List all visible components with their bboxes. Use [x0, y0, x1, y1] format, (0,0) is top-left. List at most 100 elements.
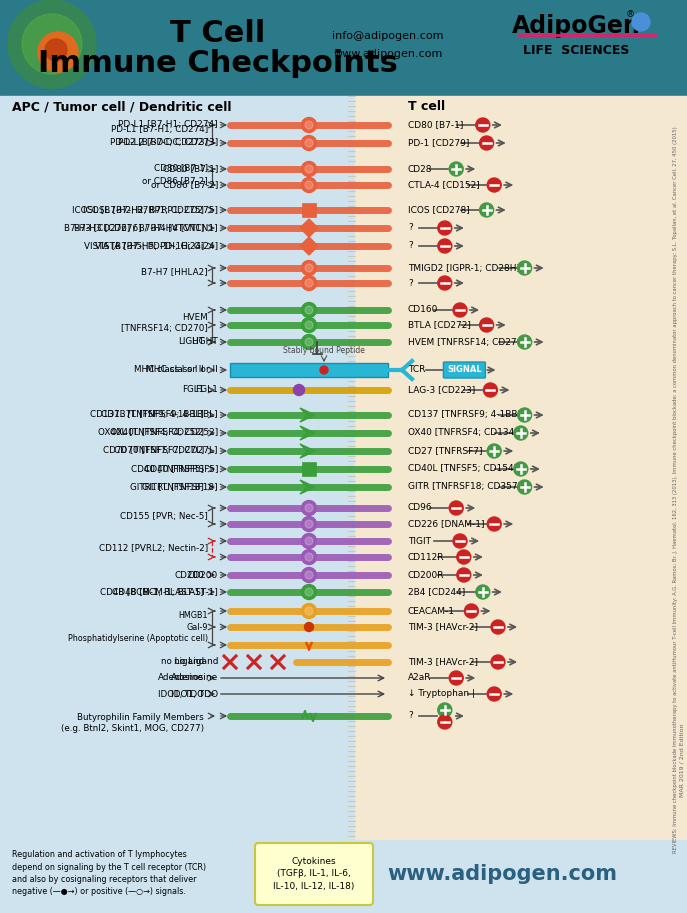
Circle shape: [438, 221, 452, 235]
Text: PD-L2 [B7-DC; CD273]: PD-L2 [B7-DC; CD273]: [117, 139, 218, 148]
Circle shape: [302, 318, 317, 332]
Circle shape: [457, 568, 471, 582]
Text: CEACAM-1: CEACAM-1: [408, 606, 455, 615]
Bar: [0, 0, 687, 88]
Text: CD137 [TNFRSF9; 4-1BB]: CD137 [TNFRSF9; 4-1BB]: [408, 411, 521, 419]
Text: TMIGD2 [IGPR-1; CD28H]: TMIGD2 [IGPR-1; CD28H]: [408, 264, 520, 272]
Circle shape: [302, 135, 317, 151]
Circle shape: [517, 408, 532, 422]
Circle shape: [38, 32, 78, 72]
Circle shape: [293, 384, 304, 395]
Text: ICOSL [B7-H2; B7RP1; CD275]: ICOSL [B7-H2; B7RP1; CD275]: [72, 205, 204, 215]
Text: CD200: CD200: [188, 571, 218, 580]
Circle shape: [517, 480, 532, 494]
Text: Regulation and activation of T lymphocytes
depend on signaling by the T cell rec: Regulation and activation of T lymphocyt…: [12, 850, 206, 897]
Text: CD28: CD28: [408, 164, 433, 173]
Text: IDO1, TDO: IDO1, TDO: [158, 689, 204, 698]
Text: CD160: CD160: [408, 306, 438, 314]
Circle shape: [464, 604, 478, 618]
Text: or CD86 [B7-2]: or CD86 [B7-2]: [142, 176, 208, 185]
Circle shape: [305, 537, 313, 545]
Circle shape: [476, 585, 490, 599]
Circle shape: [438, 276, 452, 290]
Circle shape: [302, 550, 317, 564]
Text: CD112R: CD112R: [408, 552, 444, 561]
Circle shape: [480, 136, 493, 150]
Text: OX40 [TNFRSF4; CD134]: OX40 [TNFRSF4; CD134]: [408, 428, 518, 437]
Text: SIGNAL: SIGNAL: [447, 365, 482, 374]
Circle shape: [487, 517, 502, 531]
Text: no Ligand: no Ligand: [174, 657, 218, 666]
Text: Immune Checkpoints: Immune Checkpoints: [38, 48, 398, 78]
Circle shape: [302, 177, 317, 193]
Text: PD-L2 [B7-DC; CD273]: PD-L2 [B7-DC; CD273]: [110, 138, 208, 147]
Circle shape: [302, 603, 317, 618]
Text: FGL1: FGL1: [195, 385, 218, 394]
Circle shape: [302, 162, 317, 176]
Circle shape: [302, 517, 317, 531]
Text: VISTA [B7-H5; PD-1H; Gi24]: VISTA [B7-H5; PD-1H; Gi24]: [95, 242, 218, 250]
Circle shape: [305, 520, 313, 528]
Text: ?: ?: [408, 278, 413, 288]
Text: CD70 [TNFSF7; CD27L]: CD70 [TNFSF7; CD27L]: [115, 446, 218, 456]
Text: CD137L [TNFSF9; 4-1BBL]: CD137L [TNFSF9; 4-1BBL]: [90, 411, 204, 419]
Text: TCR: TCR: [408, 365, 425, 374]
Circle shape: [302, 533, 317, 549]
Text: REVIEWS: Immune checkpoint blockade Immunotherapy to activate antiHumour T-cell : REVIEWS: Immune checkpoint blockade Immu…: [673, 127, 677, 854]
Circle shape: [305, 553, 313, 561]
Bar: [302, 203, 316, 217]
Text: PD-L1 [B7-H1; CD274]: PD-L1 [B7-H1; CD274]: [111, 125, 208, 134]
Circle shape: [305, 264, 313, 272]
Text: CD226 [DNAM-1]: CD226 [DNAM-1]: [408, 519, 484, 529]
Bar: [0, 96, 355, 840]
Circle shape: [305, 504, 313, 512]
Circle shape: [491, 620, 505, 634]
Text: CD80 [B7-1]: CD80 [B7-1]: [408, 121, 463, 130]
Text: www.adipogen.com: www.adipogen.com: [333, 49, 442, 59]
Text: Adenosine: Adenosine: [171, 674, 218, 683]
Polygon shape: [300, 426, 315, 440]
Text: Stably bound Peptide: Stably bound Peptide: [283, 346, 365, 355]
Bar: [302, 462, 316, 476]
Text: TIM-3 [HAVcr-2]: TIM-3 [HAVcr-2]: [408, 623, 478, 632]
Circle shape: [305, 181, 313, 189]
Text: CD155 [PVR; Nec-5]: CD155 [PVR; Nec-5]: [120, 511, 208, 520]
Polygon shape: [300, 480, 315, 494]
Circle shape: [517, 335, 532, 349]
Circle shape: [302, 584, 317, 600]
Circle shape: [302, 276, 317, 290]
Polygon shape: [300, 444, 315, 458]
Text: PD-1 [CD279]: PD-1 [CD279]: [408, 139, 469, 148]
Circle shape: [22, 14, 82, 74]
Text: CD48 [BCM-1; BLAST-1]: CD48 [BCM-1; BLAST-1]: [112, 587, 218, 596]
Text: CTLA-4 [CD152]: CTLA-4 [CD152]: [408, 181, 480, 190]
Polygon shape: [300, 237, 318, 255]
Text: CD200R: CD200R: [408, 571, 444, 580]
Text: CD40 [TNFRSF5]: CD40 [TNFRSF5]: [144, 465, 218, 474]
Text: CD80 [B7-1]: CD80 [B7-1]: [154, 163, 208, 172]
Text: no Ligand: no Ligand: [161, 657, 204, 666]
Text: LIGHT: LIGHT: [191, 338, 218, 347]
Circle shape: [305, 571, 313, 579]
Circle shape: [438, 703, 452, 717]
Circle shape: [487, 687, 502, 701]
Text: ?: ?: [408, 711, 413, 720]
Polygon shape: [637, 13, 645, 22]
Circle shape: [449, 501, 463, 515]
Text: GITRL [TNFSF18]: GITRL [TNFSF18]: [130, 482, 204, 491]
Text: ®: ®: [625, 11, 635, 19]
Circle shape: [305, 306, 313, 314]
Circle shape: [302, 334, 317, 350]
Circle shape: [487, 444, 502, 458]
Circle shape: [305, 139, 313, 147]
Text: info@adipogen.com: info@adipogen.com: [333, 31, 444, 41]
Text: GITRL [TNFSF18]: GITRL [TNFSF18]: [142, 482, 218, 491]
Text: CD137L [TNFSF9; 4-1BBL]: CD137L [TNFSF9; 4-1BBL]: [102, 411, 218, 419]
Circle shape: [438, 239, 452, 253]
Text: GITR [TNFRSF18; CD357]: GITR [TNFRSF18; CD357]: [408, 482, 521, 491]
Circle shape: [305, 338, 313, 346]
Text: MHC class I or II: MHC class I or II: [134, 365, 204, 374]
Circle shape: [514, 426, 528, 440]
Circle shape: [302, 118, 317, 132]
FancyBboxPatch shape: [255, 843, 373, 905]
